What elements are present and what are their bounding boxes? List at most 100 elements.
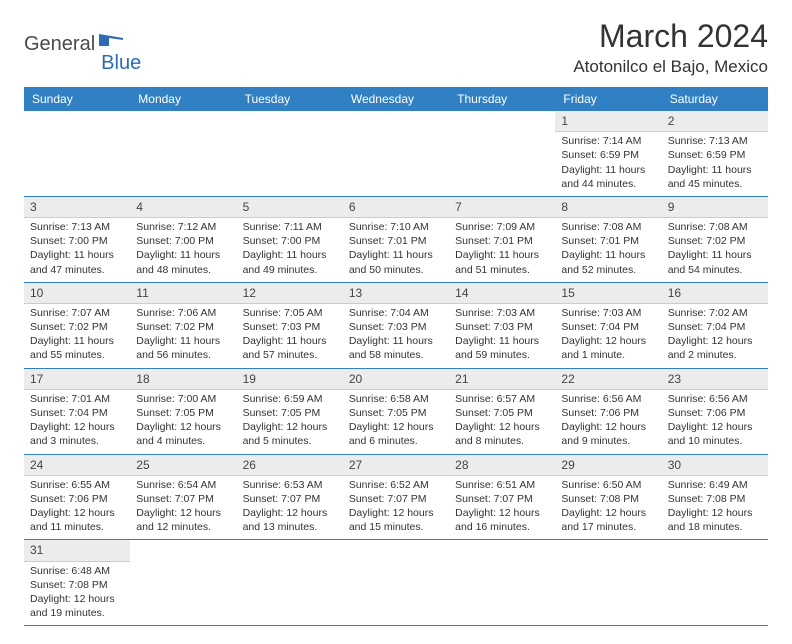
day-cell: 5Sunrise: 7:11 AMSunset: 7:00 PMDaylight… [237, 197, 343, 282]
daylight-text: Daylight: 12 hours and 19 minutes. [30, 592, 124, 620]
daylight-text: Daylight: 11 hours and 56 minutes. [136, 334, 230, 362]
day-cell: 16Sunrise: 7:02 AMSunset: 7:04 PMDayligh… [662, 283, 768, 368]
day-info: Sunrise: 7:04 AMSunset: 7:03 PMDaylight:… [349, 306, 443, 363]
sunrise-text: Sunrise: 7:11 AM [243, 220, 337, 234]
day-number: 2 [662, 111, 768, 132]
sunset-text: Sunset: 7:03 PM [455, 320, 549, 334]
day-cell [662, 540, 768, 625]
day-header: Tuesday [237, 87, 343, 111]
day-header: Friday [555, 87, 661, 111]
weeks-container: 1Sunrise: 7:14 AMSunset: 6:59 PMDaylight… [24, 111, 768, 626]
day-info: Sunrise: 7:01 AMSunset: 7:04 PMDaylight:… [30, 392, 124, 449]
day-cell: 14Sunrise: 7:03 AMSunset: 7:03 PMDayligh… [449, 283, 555, 368]
day-header: Monday [130, 87, 236, 111]
week-row: 10Sunrise: 7:07 AMSunset: 7:02 PMDayligh… [24, 283, 768, 369]
day-number: 9 [662, 197, 768, 218]
sunset-text: Sunset: 7:00 PM [243, 234, 337, 248]
day-info: Sunrise: 6:51 AMSunset: 7:07 PMDaylight:… [455, 478, 549, 535]
day-number: 10 [24, 283, 130, 304]
day-info: Sunrise: 6:56 AMSunset: 7:06 PMDaylight:… [561, 392, 655, 449]
daylight-text: Daylight: 12 hours and 11 minutes. [30, 506, 124, 534]
day-cell: 25Sunrise: 6:54 AMSunset: 7:07 PMDayligh… [130, 455, 236, 540]
day-info: Sunrise: 7:00 AMSunset: 7:05 PMDaylight:… [136, 392, 230, 449]
sunrise-text: Sunrise: 7:14 AM [561, 134, 655, 148]
day-number: 23 [662, 369, 768, 390]
daylight-text: Daylight: 11 hours and 51 minutes. [455, 248, 549, 276]
day-cell [449, 540, 555, 625]
week-row: 3Sunrise: 7:13 AMSunset: 7:00 PMDaylight… [24, 197, 768, 283]
sunset-text: Sunset: 7:03 PM [243, 320, 337, 334]
day-cell [130, 540, 236, 625]
calendar-grid: SundayMondayTuesdayWednesdayThursdayFrid… [24, 87, 768, 626]
day-number: 7 [449, 197, 555, 218]
logo: General Blue [24, 24, 143, 65]
sunrise-text: Sunrise: 6:53 AM [243, 478, 337, 492]
day-info: Sunrise: 7:13 AMSunset: 6:59 PMDaylight:… [668, 134, 762, 191]
day-cell [130, 111, 236, 196]
day-cell: 31Sunrise: 6:48 AMSunset: 7:08 PMDayligh… [24, 540, 130, 625]
day-number: 19 [237, 369, 343, 390]
title-block: March 2024 Atotonilco el Bajo, Mexico [573, 18, 768, 77]
day-info: Sunrise: 6:57 AMSunset: 7:05 PMDaylight:… [455, 392, 549, 449]
daylight-text: Daylight: 11 hours and 54 minutes. [668, 248, 762, 276]
day-cell [449, 111, 555, 196]
sunrise-text: Sunrise: 6:51 AM [455, 478, 549, 492]
daylight-text: Daylight: 12 hours and 12 minutes. [136, 506, 230, 534]
daylight-text: Daylight: 12 hours and 9 minutes. [561, 420, 655, 448]
week-row: 31Sunrise: 6:48 AMSunset: 7:08 PMDayligh… [24, 540, 768, 626]
day-cell: 9Sunrise: 7:08 AMSunset: 7:02 PMDaylight… [662, 197, 768, 282]
sunrise-text: Sunrise: 7:12 AM [136, 220, 230, 234]
day-cell [343, 111, 449, 196]
day-info: Sunrise: 7:10 AMSunset: 7:01 PMDaylight:… [349, 220, 443, 277]
daylight-text: Daylight: 12 hours and 4 minutes. [136, 420, 230, 448]
day-number: 25 [130, 455, 236, 476]
sunset-text: Sunset: 7:05 PM [243, 406, 337, 420]
sunrise-text: Sunrise: 7:06 AM [136, 306, 230, 320]
sunset-text: Sunset: 7:05 PM [136, 406, 230, 420]
day-info: Sunrise: 7:11 AMSunset: 7:00 PMDaylight:… [243, 220, 337, 277]
day-number: 12 [237, 283, 343, 304]
day-info: Sunrise: 7:07 AMSunset: 7:02 PMDaylight:… [30, 306, 124, 363]
day-cell: 28Sunrise: 6:51 AMSunset: 7:07 PMDayligh… [449, 455, 555, 540]
sunset-text: Sunset: 7:03 PM [349, 320, 443, 334]
sunset-text: Sunset: 7:01 PM [455, 234, 549, 248]
day-cell: 26Sunrise: 6:53 AMSunset: 7:07 PMDayligh… [237, 455, 343, 540]
day-cell: 13Sunrise: 7:04 AMSunset: 7:03 PMDayligh… [343, 283, 449, 368]
daylight-text: Daylight: 11 hours and 55 minutes. [30, 334, 124, 362]
day-cell: 7Sunrise: 7:09 AMSunset: 7:01 PMDaylight… [449, 197, 555, 282]
day-info: Sunrise: 7:03 AMSunset: 7:04 PMDaylight:… [561, 306, 655, 363]
day-number: 11 [130, 283, 236, 304]
day-cell: 12Sunrise: 7:05 AMSunset: 7:03 PMDayligh… [237, 283, 343, 368]
sunrise-text: Sunrise: 7:00 AM [136, 392, 230, 406]
day-cell [555, 540, 661, 625]
daylight-text: Daylight: 12 hours and 10 minutes. [668, 420, 762, 448]
day-cell: 10Sunrise: 7:07 AMSunset: 7:02 PMDayligh… [24, 283, 130, 368]
day-cell [237, 540, 343, 625]
day-header: Wednesday [343, 87, 449, 111]
daylight-text: Daylight: 12 hours and 17 minutes. [561, 506, 655, 534]
daylight-text: Daylight: 12 hours and 5 minutes. [243, 420, 337, 448]
day-number: 6 [343, 197, 449, 218]
logo-text-general: General [24, 33, 95, 56]
sunset-text: Sunset: 7:08 PM [561, 492, 655, 506]
day-info: Sunrise: 6:56 AMSunset: 7:06 PMDaylight:… [668, 392, 762, 449]
daylight-text: Daylight: 12 hours and 1 minute. [561, 334, 655, 362]
day-number: 17 [24, 369, 130, 390]
day-cell: 3Sunrise: 7:13 AMSunset: 7:00 PMDaylight… [24, 197, 130, 282]
day-headers-row: SundayMondayTuesdayWednesdayThursdayFrid… [24, 87, 768, 111]
day-cell: 23Sunrise: 6:56 AMSunset: 7:06 PMDayligh… [662, 369, 768, 454]
day-number: 3 [24, 197, 130, 218]
day-number: 14 [449, 283, 555, 304]
month-title: March 2024 [573, 18, 768, 55]
day-number: 27 [343, 455, 449, 476]
day-cell: 8Sunrise: 7:08 AMSunset: 7:01 PMDaylight… [555, 197, 661, 282]
daylight-text: Daylight: 11 hours and 52 minutes. [561, 248, 655, 276]
daylight-text: Daylight: 12 hours and 3 minutes. [30, 420, 124, 448]
sunset-text: Sunset: 7:06 PM [561, 406, 655, 420]
sunset-text: Sunset: 7:02 PM [30, 320, 124, 334]
day-info: Sunrise: 6:52 AMSunset: 7:07 PMDaylight:… [349, 478, 443, 535]
daylight-text: Daylight: 12 hours and 16 minutes. [455, 506, 549, 534]
day-cell: 4Sunrise: 7:12 AMSunset: 7:00 PMDaylight… [130, 197, 236, 282]
sunset-text: Sunset: 7:07 PM [349, 492, 443, 506]
day-header: Saturday [662, 87, 768, 111]
